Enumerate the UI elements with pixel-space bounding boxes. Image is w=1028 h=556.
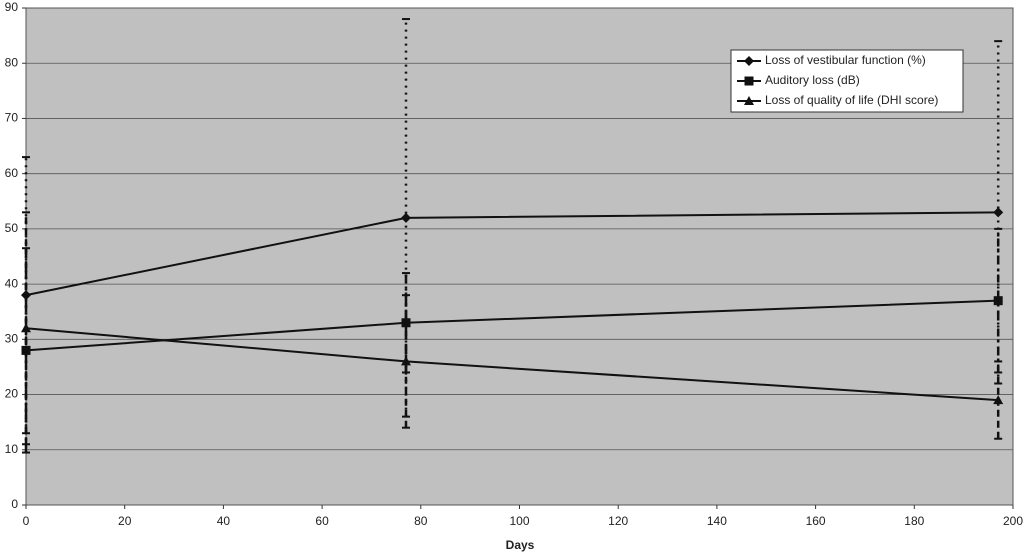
legend-label: Auditory loss (dB)	[765, 73, 860, 87]
y-tick-label: 40	[5, 276, 19, 290]
x-tick-label: 60	[315, 514, 329, 528]
x-tick-label: 80	[414, 514, 428, 528]
y-tick-label: 10	[5, 442, 19, 456]
x-tick-label: 200	[1003, 514, 1023, 528]
y-tick-label: 50	[5, 221, 19, 235]
legend-marker	[744, 76, 754, 86]
legend-marker	[744, 56, 754, 66]
marker	[993, 207, 1004, 218]
y-tick-label: 90	[5, 0, 19, 14]
x-axis-label: Days	[506, 538, 535, 552]
y-tick-label: 0	[11, 497, 18, 511]
y-tick-label: 70	[5, 111, 19, 125]
x-tick-label: 120	[608, 514, 628, 528]
legend-box	[730, 49, 964, 113]
y-tick-label: 60	[5, 166, 19, 180]
y-tick-label: 30	[5, 332, 19, 346]
marker	[993, 296, 1003, 306]
legend-marker	[744, 96, 754, 105]
x-tick-label: 140	[707, 514, 727, 528]
x-tick-label: 20	[118, 514, 132, 528]
y-tick-label: 20	[5, 387, 19, 401]
marker	[400, 356, 411, 366]
x-tick-label: 160	[806, 514, 826, 528]
legend-label: Loss of vestibular function (%)	[765, 53, 926, 67]
legend-label: Loss of quality of life (DHI score)	[765, 93, 938, 107]
marker	[993, 395, 1004, 405]
marker	[400, 212, 411, 223]
x-tick-label: 0	[23, 514, 30, 528]
x-tick-label: 100	[509, 514, 529, 528]
x-tick-label: 180	[904, 514, 924, 528]
marker	[21, 323, 31, 333]
y-tick-label: 80	[5, 55, 19, 69]
x-tick-label: 40	[217, 514, 231, 528]
